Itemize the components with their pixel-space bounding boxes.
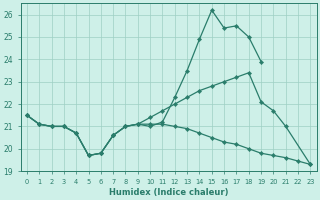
X-axis label: Humidex (Indice chaleur): Humidex (Indice chaleur) bbox=[109, 188, 228, 197]
